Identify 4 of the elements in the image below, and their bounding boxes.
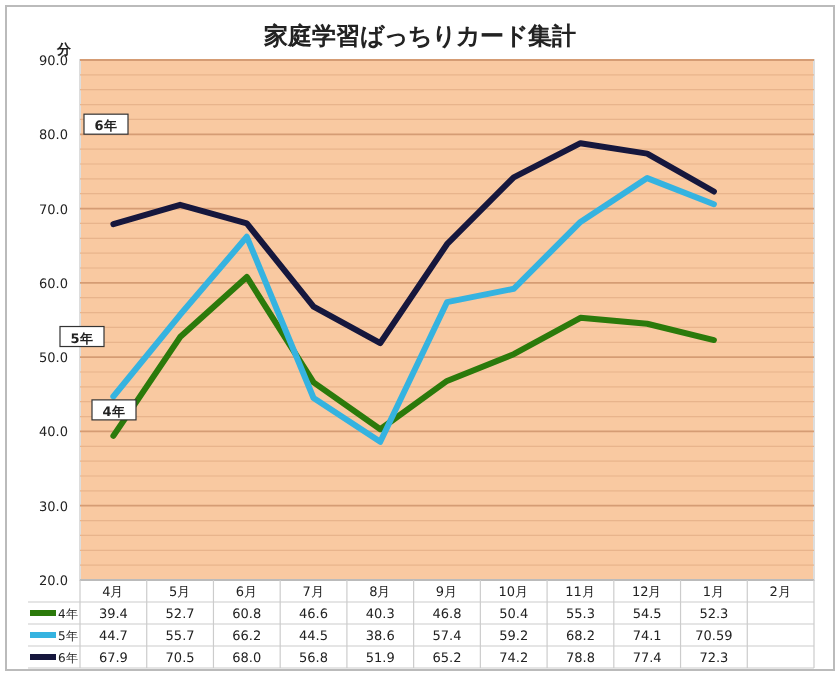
line-series [110,273,717,439]
line-series [110,140,717,347]
chart-title: 家庭学習ばっちりカード集計 [262,22,576,50]
line-series [110,175,717,445]
